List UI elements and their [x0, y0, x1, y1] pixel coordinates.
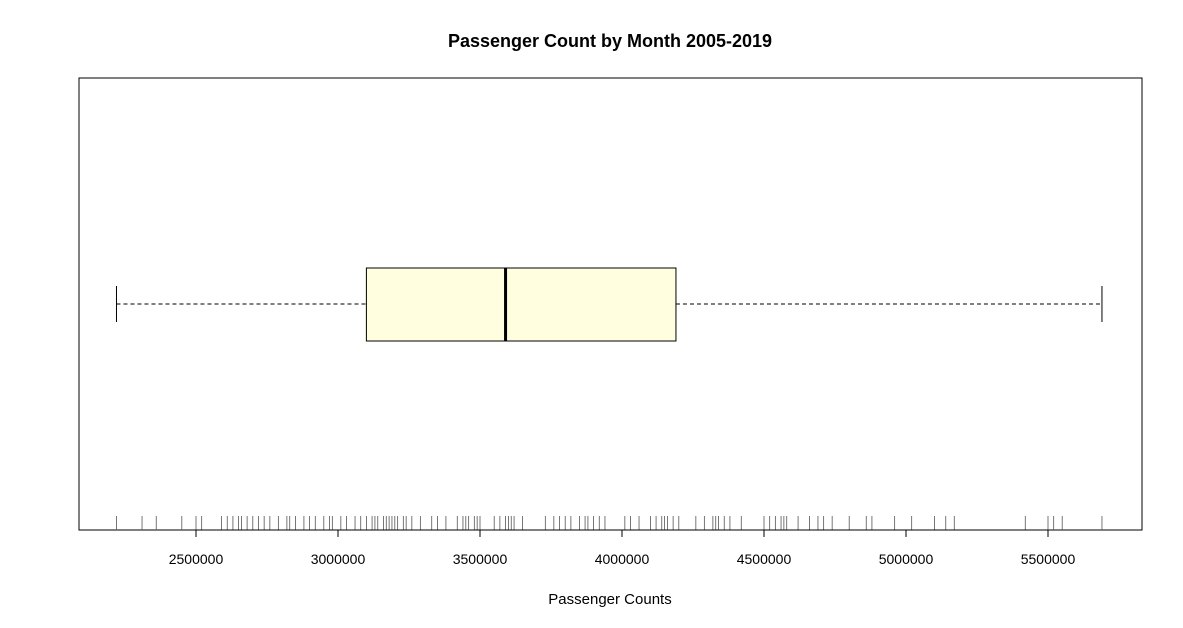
- x-tick-label: 5000000: [879, 551, 934, 567]
- chart-title: Passenger Count by Month 2005-2019: [448, 31, 772, 51]
- x-tick-label: 3500000: [453, 551, 508, 567]
- x-tick-label: 4000000: [595, 551, 650, 567]
- iqr-box: [365, 267, 677, 342]
- rug-marks: [116, 516, 1103, 530]
- whiskers: [115, 286, 1103, 322]
- x-tick-label: 4500000: [737, 551, 792, 567]
- x-tick-label: 2500000: [169, 551, 224, 567]
- x-axis: 2500000 3000000 3500000 4000000 4500000 50000…: [169, 529, 1076, 567]
- x-axis-label: Passenger Counts: [548, 591, 671, 608]
- x-tick-label: 3000000: [311, 551, 366, 567]
- x-tick-label: 5500000: [1021, 551, 1076, 567]
- box-group: [365, 267, 677, 342]
